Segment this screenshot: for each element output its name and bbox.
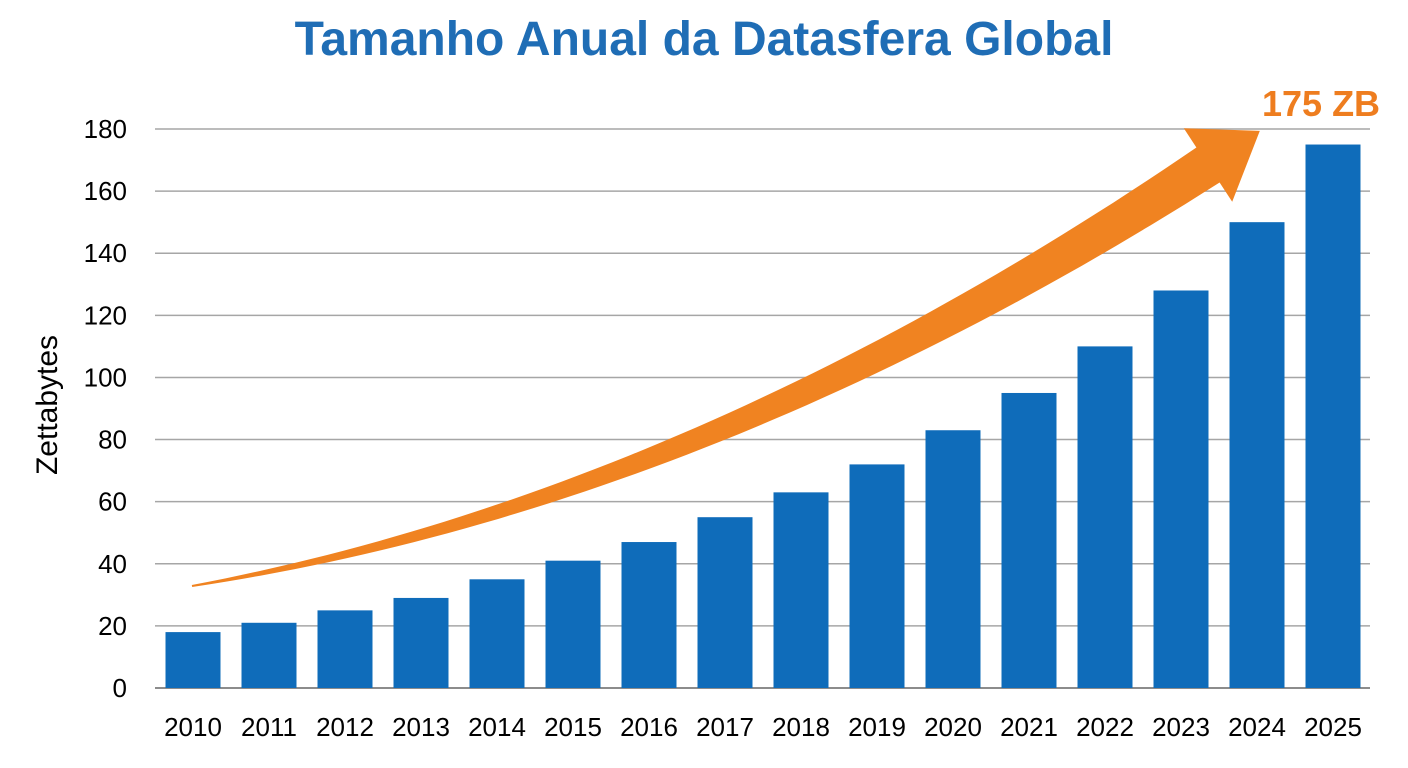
x-tick-label: 2019 xyxy=(848,712,906,742)
bar-2021 xyxy=(1001,392,1057,688)
x-tick-label: 2023 xyxy=(1152,712,1210,742)
bar-2019 xyxy=(849,464,905,688)
bar-2011 xyxy=(241,622,297,688)
y-tick-label: 120 xyxy=(84,300,127,330)
x-tick-label: 2020 xyxy=(924,712,982,742)
bar-2023 xyxy=(1153,290,1209,688)
bar-2015 xyxy=(545,560,601,688)
y-tick-label: 20 xyxy=(98,611,127,641)
y-tick-label: 180 xyxy=(84,114,127,144)
bar-2013 xyxy=(393,597,449,688)
x-tick-label: 2024 xyxy=(1228,712,1286,742)
annotation-label: 175 ZB xyxy=(1262,83,1380,124)
y-tick-label: 140 xyxy=(84,238,127,268)
y-tick-label: 80 xyxy=(98,425,127,455)
x-tick-label: 2014 xyxy=(468,712,526,742)
x-tick-label: 2010 xyxy=(164,712,222,742)
bar-2016 xyxy=(621,542,677,688)
x-tick-label: 2018 xyxy=(772,712,830,742)
x-tick-label: 2025 xyxy=(1304,712,1362,742)
bar-2014 xyxy=(469,579,525,688)
x-tick-label: 2022 xyxy=(1076,712,1134,742)
bar-2022 xyxy=(1077,346,1133,688)
bar-2012 xyxy=(317,610,373,688)
x-tick-label: 2012 xyxy=(316,712,374,742)
y-tick-label: 160 xyxy=(84,176,127,206)
y-tick-label: 40 xyxy=(98,549,127,579)
bars xyxy=(165,144,1361,688)
x-tick-label: 2015 xyxy=(544,712,602,742)
x-tick-label: 2013 xyxy=(392,712,450,742)
x-tick-label: 2016 xyxy=(620,712,678,742)
bar-2025 xyxy=(1305,144,1361,688)
y-tick-label: 60 xyxy=(98,487,127,517)
x-tick-label: 2011 xyxy=(241,712,297,742)
x-tick-label: 2017 xyxy=(696,712,754,742)
y-tick-label: 100 xyxy=(84,362,127,392)
bar-2017 xyxy=(697,517,753,688)
bar-2010 xyxy=(165,632,221,688)
x-tick-label: 2021 xyxy=(1000,712,1058,742)
bar-2020 xyxy=(925,430,981,688)
y-axis-ticks: 0 20 40 60 80 100 120 140 160 180 xyxy=(84,114,127,703)
bar-2024 xyxy=(1229,222,1285,688)
y-tick-label: 0 xyxy=(113,673,127,703)
x-axis-ticks: 2010 2011 2012 2013 2014 2015 2016 2017 2018 2019… xyxy=(164,712,1362,742)
chart-title: Tamanho Anual da Datasfera Global xyxy=(294,13,1114,66)
bar-2018 xyxy=(773,492,829,688)
y-axis-title: Zettabytes xyxy=(31,335,64,475)
